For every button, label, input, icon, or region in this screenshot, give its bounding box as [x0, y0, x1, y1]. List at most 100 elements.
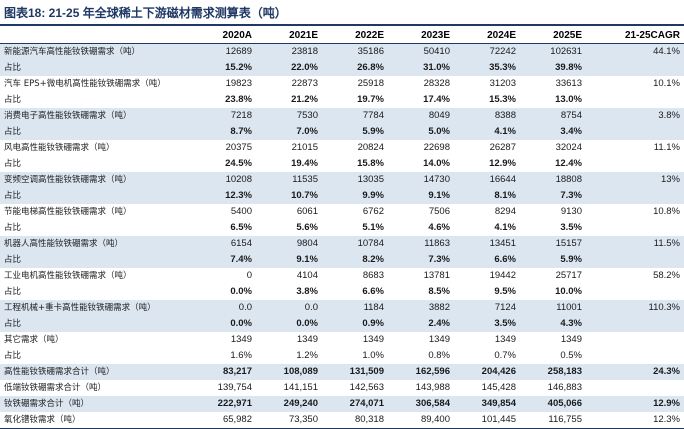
value-2021e: 5.6% — [296, 222, 318, 233]
value-2021e: 10.7% — [256, 188, 322, 204]
value-2024e: 8.1% — [454, 188, 520, 204]
value-2024e: 72242 — [454, 43, 520, 60]
value-2025e: 146,883 — [547, 382, 582, 393]
value-2024e: 3.5% — [454, 316, 520, 332]
row-label: 风电高性能钕铁硼需求（吨） — [4, 143, 115, 153]
value-2022e: 131,509 — [322, 364, 388, 380]
value-2021e: 6061 — [296, 206, 318, 217]
value-2020a: 83,217 — [190, 364, 256, 380]
value-2021e: 108,089 — [256, 364, 322, 380]
value-2022e: 8.2% — [322, 252, 388, 268]
table-row: 占比 0.0% 3.8% 6.6% 8.5% 9.5% 10.0% — [0, 284, 684, 300]
value-2025e: 1349 — [560, 334, 582, 345]
value-cagr: 11.5% — [586, 236, 684, 252]
value-cagr: 44.1% — [586, 43, 684, 60]
value-2023e: 8.5% — [428, 286, 450, 297]
value-cagr: 110.3% — [586, 300, 684, 316]
value-2020a: 0.0% — [190, 316, 256, 332]
value-2021e: 73,350 — [256, 412, 322, 429]
value-2020a: 0.0% — [230, 286, 252, 297]
table-row: 占比 0.0% 0.0% 0.9% 2.4% 3.5% 4.3% — [0, 316, 684, 332]
value-2023e: 5.0% — [388, 124, 454, 140]
table-title: 图表18: 21-25 年全球稀土下游磁材需求测算表（吨） — [4, 6, 287, 20]
value-cagr: 10.1% — [653, 78, 680, 89]
value-2024e: 8294 — [494, 206, 516, 217]
row-label: 机器人高性能钕铁硼需求（吨） — [0, 236, 190, 252]
value-2024e: 7124 — [454, 300, 520, 316]
header-2025e: 2025E — [520, 27, 586, 44]
value-2022e: 6.6% — [362, 286, 384, 297]
value-2023e: 28328 — [423, 78, 450, 89]
value-2021e: 21015 — [291, 142, 318, 153]
value-2024e: 9.5% — [494, 286, 516, 297]
row-label: 变频空调高性能钕铁硼需求（吨） — [0, 172, 190, 188]
value-2023e: 306,584 — [388, 396, 454, 412]
value-2025e: 25717 — [555, 270, 582, 281]
value-cagr — [586, 316, 684, 332]
table-row: 氧化镨钕需求（吨） 65,982 73,350 80,318 89,400 101,445… — [0, 412, 684, 429]
value-2021e: 4104 — [296, 270, 318, 281]
value-2025e: 18808 — [520, 172, 586, 188]
value-2024e: 6.6% — [454, 252, 520, 268]
table-row: 钕铁硼需求合计（吨） 222,971 249,240 274,071 306,584 34… — [0, 396, 684, 412]
value-2023e: 8049 — [388, 108, 454, 124]
value-2022e: 25918 — [357, 78, 384, 89]
value-2023e: 162,596 — [388, 364, 454, 380]
value-2021e: 21.2% — [291, 94, 318, 105]
table-row: 占比 24.5% 19.4% 15.8% 14.0% 12.9% 12.4% — [0, 156, 684, 172]
table-row: 消费电子高性能钕铁硼需求（吨） 7218 7530 7784 8049 8388 8754 3… — [0, 108, 684, 124]
row-label: 占比 — [0, 252, 190, 268]
value-cagr: 10.8% — [653, 206, 680, 217]
value-2023e: 11863 — [388, 236, 454, 252]
value-cagr: 12.9% — [586, 396, 684, 412]
value-2020a: 7.4% — [190, 252, 256, 268]
value-2020a: 15.2% — [190, 60, 256, 76]
value-2022e: 20824 — [357, 142, 384, 153]
header-2023e: 2023E — [388, 27, 454, 44]
value-2021e: 9.1% — [256, 252, 322, 268]
value-2023e: 13781 — [423, 270, 450, 281]
value-2022e: 10784 — [322, 236, 388, 252]
row-label: 氧化镨钕需求（吨） — [0, 412, 190, 429]
value-2024e: 1349 — [494, 334, 516, 345]
value-2020a: 10208 — [190, 172, 256, 188]
value-2024e: 145,428 — [481, 382, 516, 393]
value-2022e: 7784 — [322, 108, 388, 124]
value-2025e: 116,755 — [520, 412, 586, 429]
value-2021e: 141,151 — [283, 382, 318, 393]
value-2020a: 5400 — [230, 206, 252, 217]
header-2024e: 2024E — [454, 27, 520, 44]
value-cagr: 24.3% — [586, 364, 684, 380]
value-2022e: 80,318 — [322, 412, 388, 429]
table-row: 风电高性能钕铁硼需求（吨） 20375 21015 20824 22698 26287 32… — [0, 140, 684, 156]
value-2025e: 13.0% — [555, 94, 582, 105]
value-cagr: 58.2% — [653, 270, 680, 281]
value-2025e: 11001 — [520, 300, 586, 316]
value-2024e: 35.3% — [454, 60, 520, 76]
value-2025e: 7.3% — [520, 188, 586, 204]
value-2020a: 6.5% — [230, 222, 252, 233]
value-2021e: 19.4% — [291, 158, 318, 169]
row-label: 其它需求（吨） — [4, 335, 64, 345]
header-row: 2020A 2021E 2022E 2023E 2024E 2025E 21-2… — [0, 27, 684, 44]
row-label: 占比 — [4, 95, 22, 105]
value-2024e: 349,854 — [454, 396, 520, 412]
value-2025e: 405,066 — [520, 396, 586, 412]
value-2021e: 9804 — [256, 236, 322, 252]
value-2025e: 0.5% — [560, 350, 582, 361]
value-2021e: 11535 — [256, 172, 322, 188]
value-2022e: 9.9% — [322, 188, 388, 204]
value-2024e: 19442 — [489, 270, 516, 281]
value-2025e: 3.5% — [560, 222, 582, 233]
value-2025e: 3.4% — [520, 124, 586, 140]
value-2023e: 17.4% — [423, 94, 450, 105]
value-2022e: 15.8% — [357, 158, 384, 169]
value-2022e: 13035 — [322, 172, 388, 188]
row-label: 节能电梯高性能钕铁硼需求（吨） — [4, 207, 132, 217]
row-label: 消费电子高性能钕铁硼需求（吨） — [0, 108, 190, 124]
header-2022e: 2022E — [322, 27, 388, 44]
value-2025e: 33613 — [555, 78, 582, 89]
value-2022e: 142,563 — [349, 382, 384, 393]
value-2020a: 24.5% — [225, 158, 252, 169]
table-row: 占比 8.7% 7.0% 5.9% 5.0% 4.1% 3.4% — [0, 124, 684, 140]
